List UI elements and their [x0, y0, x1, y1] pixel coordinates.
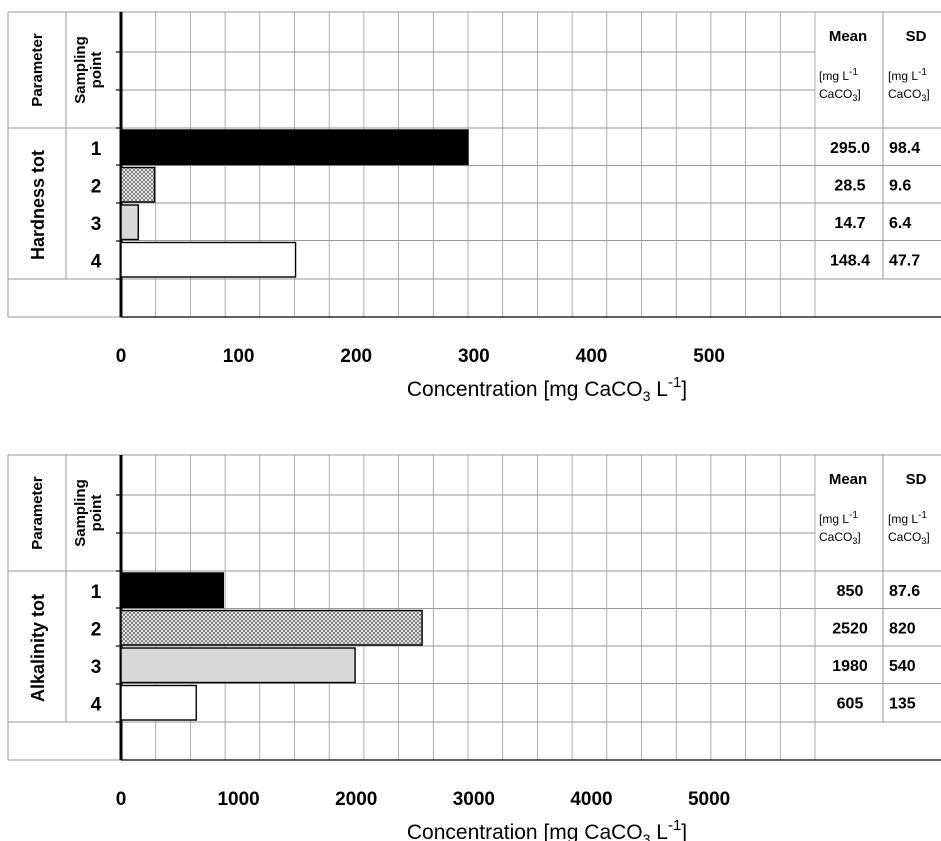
sd-value: 87.6: [889, 583, 920, 600]
mean-value: 1980: [832, 658, 868, 675]
sd-value: 820: [889, 621, 916, 638]
x-tick-label: 1000: [217, 789, 259, 810]
category-label: 4: [91, 695, 102, 716]
x-tick-label: 400: [576, 346, 608, 367]
stats-unit-mean: [mg L-1: [819, 510, 858, 526]
bar-point-2: [120, 609, 423, 646]
bar-point-4: [120, 684, 197, 721]
bar-point-3: [120, 204, 139, 241]
stats-unit-sd-line2: CaCO3]: [888, 87, 930, 103]
mean-value: 850: [837, 583, 864, 600]
bar-point-2: [120, 166, 156, 203]
stats-unit-mean: [mg L-1: [819, 67, 858, 83]
sd-value: 6.4: [889, 215, 911, 232]
mean-value: 14.7: [834, 215, 865, 232]
bar-point-3: [120, 647, 356, 684]
mean-value: 2520: [832, 621, 868, 638]
panel-2: 1 2 3 4 Parameter Samplingpoint Alkalinity tot…: [7, 454, 941, 841]
bar-point-1: [120, 572, 225, 609]
stats-unit-mean-line2: CaCO3]: [819, 530, 861, 546]
sampling-point-header: Samplingpoint: [72, 36, 105, 104]
x-tick-label: 3000: [453, 789, 495, 810]
mean-value: 295.0: [830, 140, 870, 157]
parameter-name: Alkalinity tot: [28, 594, 48, 702]
category-label: 3: [91, 657, 102, 678]
category-label: 2: [91, 177, 102, 198]
stats-header-sd: SD: [906, 28, 927, 45]
parameter-header: Parameter: [29, 33, 46, 107]
stats-unit-sd: [mg L-1: [888, 510, 927, 526]
stats-header-sd: SD: [906, 471, 927, 488]
sd-value: 47.7: [889, 253, 920, 270]
x-tick-label: 0: [116, 346, 127, 367]
sampling-point-header: Samplingpoint: [72, 479, 105, 547]
parameter-header: Parameter: [29, 476, 46, 550]
x-tick-label: 500: [693, 346, 725, 367]
sd-value: 540: [889, 658, 916, 675]
stats-unit-sd-line2: CaCO3]: [888, 530, 930, 546]
parameter-name: Hardness tot: [28, 150, 48, 260]
x-tick-label: 100: [223, 346, 255, 367]
mean-value: 28.5: [834, 178, 865, 195]
x-tick-label: 2000: [335, 789, 377, 810]
category-label: 2: [91, 620, 102, 641]
x-axis-title: Concentration [mg CaCO3 L-1]: [407, 374, 687, 404]
sd-value: 9.6: [889, 178, 911, 195]
x-tick-label: 300: [458, 346, 490, 367]
sd-value: 98.4: [889, 140, 920, 157]
category-label: 4: [91, 252, 102, 273]
bar-point-4: [120, 241, 297, 278]
stats-header-mean: Mean: [829, 471, 867, 488]
x-tick-label: 200: [340, 346, 372, 367]
x-tick-label: 0: [116, 789, 127, 810]
x-axis-title: Concentration [mg CaCO3 L-1]: [407, 817, 687, 841]
bar-point-1: [120, 129, 469, 166]
x-tick-label: 5000: [688, 789, 730, 810]
stats-header-mean: Mean: [829, 28, 867, 45]
sd-value: 135: [889, 696, 916, 713]
stats-unit-mean-line2: CaCO3]: [819, 87, 861, 103]
stats-unit-sd: [mg L-1: [888, 67, 927, 83]
category-label: 1: [91, 139, 102, 160]
mean-value: 148.4: [830, 253, 870, 270]
x-tick-label: 4000: [570, 789, 612, 810]
mean-value: 605: [837, 696, 864, 713]
panel-1: 1 2 3 4 Parameter Samplingpoint Hardness tot 0 1…: [7, 11, 941, 404]
category-label: 1: [91, 582, 102, 603]
category-label: 3: [91, 214, 102, 235]
